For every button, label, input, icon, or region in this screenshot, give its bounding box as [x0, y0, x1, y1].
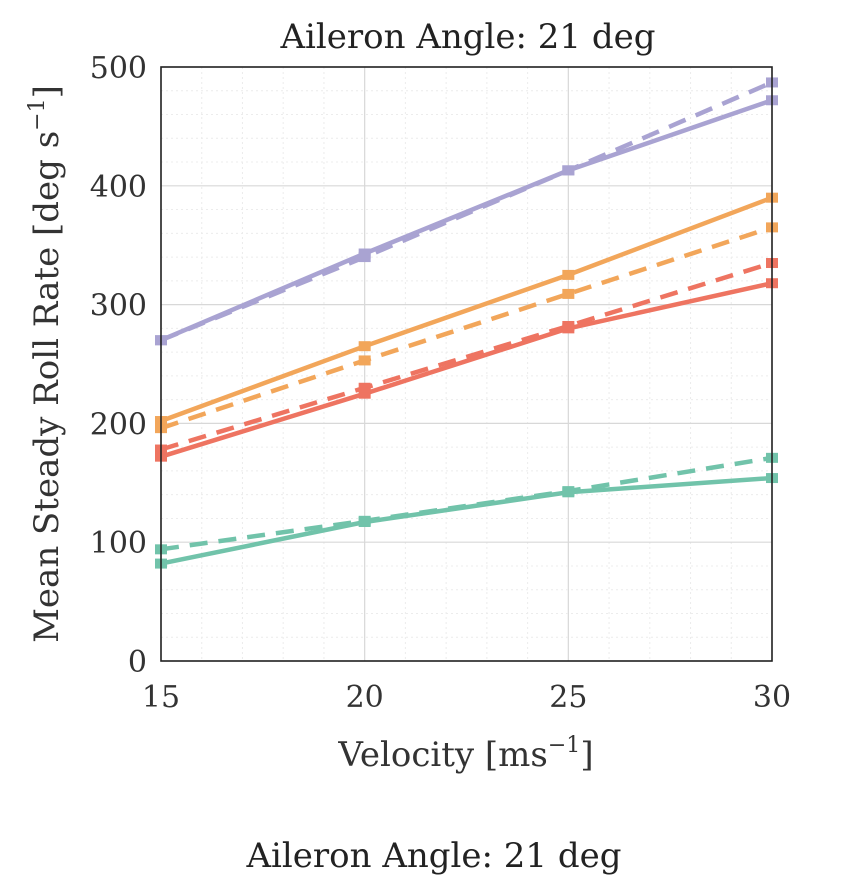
data-point-marker — [358, 382, 371, 393]
data-point-marker — [562, 165, 575, 176]
y-tick-label: 400 — [90, 170, 147, 205]
x-tick-label: 25 — [549, 680, 587, 715]
data-point-marker — [358, 388, 371, 399]
data-point-marker — [562, 320, 575, 331]
y-tick-label: 300 — [90, 289, 147, 324]
grid — [160, 66, 773, 662]
y-tick-label: 100 — [90, 526, 147, 561]
data-point-marker — [562, 288, 575, 299]
x-tick-label: 20 — [346, 680, 384, 715]
data-point-marker — [562, 486, 575, 497]
chart-title: Aileron Angle: 21 deg — [279, 17, 655, 57]
series-line-7 — [160, 475, 773, 566]
series-line-5 — [160, 281, 773, 459]
x-tick-label: 30 — [753, 680, 791, 715]
series-line-4 — [160, 225, 773, 431]
x-axis-label: Velocity [ms−1] — [337, 733, 593, 775]
series-line-6 — [160, 260, 773, 452]
y-tick-label: 0 — [128, 645, 147, 680]
y-tick-label: 500 — [90, 51, 147, 86]
y-axis-label: Mean Steady Roll Rate [deg s−1] — [25, 85, 67, 643]
plot-frame — [160, 66, 773, 662]
data-point-marker — [358, 341, 371, 352]
data-point-marker — [358, 252, 371, 263]
data-point-marker — [358, 355, 371, 366]
x-tick-label: 15 — [142, 680, 180, 715]
y-tick-label: 200 — [90, 407, 147, 442]
data-point-marker — [358, 515, 371, 526]
next-figure-title: Aileron Angle: 21 deg — [246, 836, 622, 876]
data-point-marker — [562, 269, 575, 280]
series-line-2 — [160, 80, 773, 343]
series-line-3 — [160, 195, 773, 424]
series-line-8 — [160, 455, 773, 552]
